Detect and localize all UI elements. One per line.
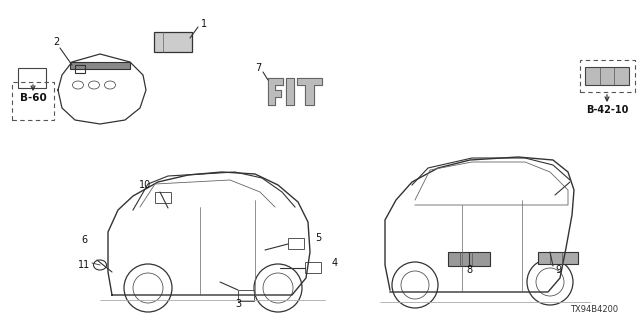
Bar [238, 290, 254, 301]
Polygon shape [268, 78, 283, 105]
Bar [448, 252, 490, 266]
Text: 10: 10 [139, 180, 151, 190]
Text: 2: 2 [53, 37, 59, 47]
Bar [580, 60, 635, 92]
Text: B-60: B-60 [20, 93, 46, 103]
Text: 5: 5 [315, 233, 321, 243]
Bar [288, 238, 304, 249]
Bar [154, 32, 192, 52]
Bar [538, 252, 578, 264]
Text: 3: 3 [235, 299, 241, 309]
Text: 9: 9 [555, 265, 561, 275]
Bar [70, 62, 130, 69]
Text: TX94B4200: TX94B4200 [570, 305, 618, 314]
Text: 8: 8 [466, 265, 472, 275]
Bar [75, 65, 85, 73]
Text: 7: 7 [255, 63, 261, 73]
Polygon shape [297, 78, 322, 105]
Bar [155, 192, 171, 203]
Text: 11: 11 [78, 260, 90, 270]
Polygon shape [286, 78, 294, 105]
Text: 4: 4 [332, 258, 338, 268]
Text: 6: 6 [81, 235, 87, 245]
Text: B-42-10: B-42-10 [586, 105, 628, 115]
Text: 1: 1 [201, 19, 207, 29]
Bar [585, 67, 629, 85]
Bar [12, 82, 54, 120]
Bar [305, 262, 321, 273]
Bar [18, 68, 46, 88]
